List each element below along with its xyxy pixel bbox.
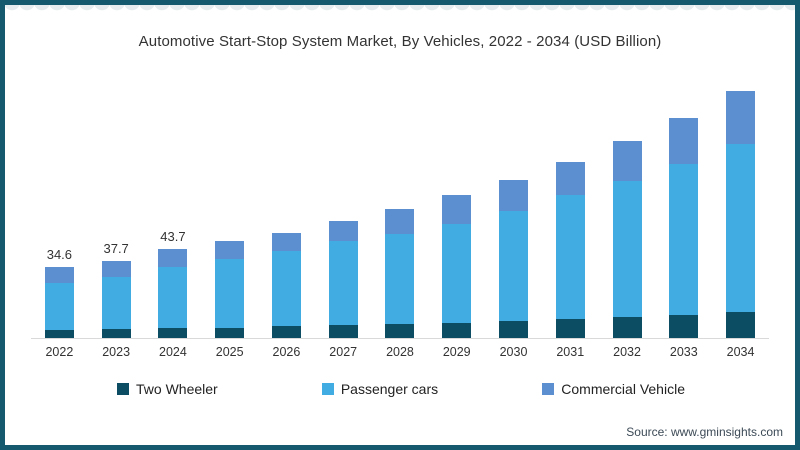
segment-two-wheeler-2024 <box>158 328 188 338</box>
segment-passenger-cars-2023 <box>101 277 131 329</box>
source-attribution: Source: www.gminsights.com <box>626 425 783 439</box>
bar-value-label-2022: 34.6 <box>46 247 73 263</box>
legend-label: Two Wheeler <box>136 381 218 397</box>
x-axis-label-2028: 2028 <box>386 345 414 359</box>
scallop-decoration <box>5 5 795 14</box>
segment-two-wheeler-2026 <box>271 326 301 338</box>
x-axis-label-2024: 2024 <box>159 345 187 359</box>
passenger-cars-swatch-icon <box>321 383 334 395</box>
bar-group-2026 <box>258 86 315 338</box>
segment-commercial-vehicle-2023 <box>101 261 131 277</box>
segment-passenger-cars-2032 <box>612 180 642 317</box>
segment-commercial-vehicle-2027 <box>328 220 358 241</box>
segment-two-wheeler-2034 <box>726 312 756 338</box>
segment-commercial-vehicle-2028 <box>385 209 415 234</box>
bar-value-label-2023: 37.7 <box>103 241 129 257</box>
x-axis-label-2034: 2034 <box>726 345 755 359</box>
segment-commercial-vehicle-2030 <box>499 179 528 211</box>
segment-commercial-vehicle-2029 <box>442 195 472 224</box>
bar-stack-2022 <box>44 267 74 338</box>
x-axis-label-2033: 2033 <box>669 345 698 359</box>
segment-two-wheeler-2023 <box>101 329 131 338</box>
segment-two-wheeler-2029 <box>442 322 472 338</box>
segment-commercial-vehicle-2026 <box>271 232 301 252</box>
segment-commercial-vehicle-2032 <box>612 140 642 181</box>
bar-stack-2028 <box>385 209 415 338</box>
x-axis-label-2032: 2032 <box>613 345 641 359</box>
bar-group-2029 <box>428 86 485 338</box>
segment-commercial-vehicle-2025 <box>215 241 245 260</box>
x-axis-label-2029: 2029 <box>442 345 471 359</box>
segment-commercial-vehicle-2022 <box>44 267 74 284</box>
bar-group-2031 <box>542 86 599 338</box>
segment-two-wheeler-2030 <box>499 321 528 338</box>
x-axis-label-2027: 2027 <box>329 345 358 359</box>
segment-passenger-cars-2026 <box>271 251 301 326</box>
bar-stack-2026 <box>271 232 301 338</box>
segment-commercial-vehicle-2033 <box>669 118 699 164</box>
segment-two-wheeler-2027 <box>328 324 358 338</box>
x-axis-labels: 2022 2023 2024 2025 2026 2027 2028 2029 2030 2031… <box>31 345 769 359</box>
bar-group-2023: 37.7 <box>88 86 145 338</box>
x-axis-label-2031: 2031 <box>556 345 585 359</box>
bar-group-2022: 34.6 <box>31 86 88 338</box>
segment-two-wheeler-2025 <box>215 327 245 338</box>
x-axis-label-2026: 2026 <box>272 345 301 359</box>
legend-item-two-wheeler: Two Wheeler <box>117 381 218 397</box>
bar-stack-2030 <box>499 179 528 338</box>
commercial-vehicle-swatch-icon <box>542 383 555 395</box>
bar-stack-2033 <box>669 118 699 338</box>
segment-commercial-vehicle-2034 <box>726 91 756 145</box>
bar-stack-2024 <box>158 248 188 338</box>
bar-group-2025 <box>201 86 258 338</box>
bar-stack-2034 <box>726 91 756 338</box>
bar-stack-2023 <box>101 261 131 338</box>
x-axis-label-2022: 2022 <box>45 345 74 359</box>
two-wheeler-swatch-icon <box>117 383 129 395</box>
segment-passenger-cars-2030 <box>499 210 528 322</box>
segment-passenger-cars-2022 <box>44 283 74 330</box>
bar-group-2028 <box>372 86 429 338</box>
legend-item-passenger-cars: Passenger cars <box>321 381 439 397</box>
bar-group-2027 <box>315 86 372 338</box>
legend: Two Wheeler Passenger cars Commercial Ve… <box>117 381 685 397</box>
segment-passenger-cars-2033 <box>669 163 699 315</box>
bar-stack-2027 <box>328 220 358 338</box>
plot-area: 34.6 37.7 43.7 <box>31 86 769 339</box>
bar-group-2024: 43.7 <box>145 86 202 338</box>
chart-title: Automotive Start-Stop System Market, By … <box>138 33 662 50</box>
segment-passenger-cars-2025 <box>215 259 245 328</box>
bar-group-2033 <box>655 86 712 338</box>
segment-two-wheeler-2028 <box>385 323 415 338</box>
bar-group-2030 <box>485 86 542 338</box>
segment-two-wheeler-2032 <box>612 317 642 338</box>
legend-label: Commercial Vehicle <box>561 381 685 397</box>
segment-passenger-cars-2028 <box>385 233 415 324</box>
segment-commercial-vehicle-2024 <box>158 248 188 267</box>
bar-stack-2032 <box>612 140 642 338</box>
x-axis-label-2030: 2030 <box>499 345 528 359</box>
x-axis-label-2025: 2025 <box>215 345 244 359</box>
bar-group-2032 <box>599 86 656 338</box>
segment-two-wheeler-2033 <box>669 314 699 338</box>
segment-passenger-cars-2031 <box>555 195 585 319</box>
segment-two-wheeler-2031 <box>555 319 585 338</box>
bar-stack-2029 <box>442 195 472 338</box>
legend-label: Passenger cars <box>340 381 439 397</box>
bar-value-label-2024: 43.7 <box>160 228 186 244</box>
segment-passenger-cars-2029 <box>442 223 472 323</box>
bar-group-2034 <box>712 86 769 338</box>
bar-stack-2031 <box>555 162 585 338</box>
bar-stack-2025 <box>215 241 245 338</box>
segment-passenger-cars-2024 <box>158 266 188 328</box>
segment-two-wheeler-2022 <box>44 329 74 338</box>
x-axis-label-2023: 2023 <box>102 345 131 359</box>
segment-commercial-vehicle-2031 <box>555 162 585 195</box>
segment-passenger-cars-2027 <box>328 240 358 325</box>
segment-passenger-cars-2034 <box>726 144 756 313</box>
legend-item-commercial-vehicle: Commercial Vehicle <box>542 381 685 397</box>
